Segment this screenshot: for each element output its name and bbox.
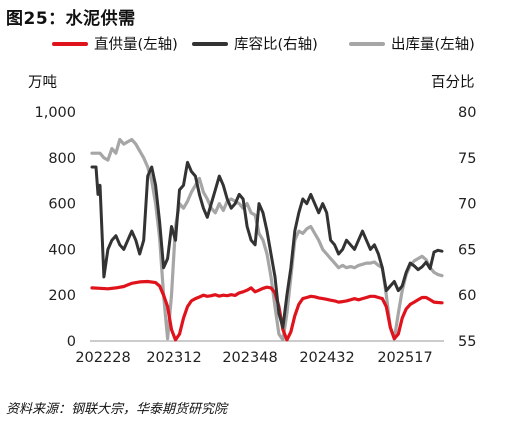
legend-label: 库容比(右轴) xyxy=(234,37,318,53)
legend-item-inventory-ratio: 库容比(右轴) xyxy=(192,33,318,54)
x-tick-label: 202517 xyxy=(377,350,432,366)
legend-label: 出库量(左轴) xyxy=(391,37,475,53)
source-note: 资料来源：钢联大宗，华泰期货研究院 xyxy=(6,402,228,417)
legend-swatch-gray xyxy=(349,41,385,46)
legend-item-direct-supply: 直供量(左轴) xyxy=(52,33,178,54)
left-tick-label: 800 xyxy=(48,151,76,167)
series-line-inventory-ratio xyxy=(90,160,444,329)
left-tick-label: 1,000 xyxy=(34,105,76,121)
right-tick-label: 75 xyxy=(458,151,476,167)
chart-legend: 直供量(左轴) 库容比(右轴) 出库量(左轴) xyxy=(0,33,519,55)
legend-swatch-red xyxy=(52,41,88,46)
x-tick-label: 202432 xyxy=(299,350,354,366)
left-tick-label: 0 xyxy=(67,334,76,350)
right-tick-label: 65 xyxy=(458,242,476,258)
axis-ticks: 0 200 400 600 800 1,000 55 60 65 70 75 80 202228 2023… xyxy=(34,105,476,366)
figure-title: 图25：水泥供需 xyxy=(6,9,136,29)
legend-item-shipments: 出库量(左轴) xyxy=(349,33,475,54)
left-tick-label: 200 xyxy=(48,288,76,304)
right-tick-label: 55 xyxy=(458,334,476,350)
left-tick-label: 400 xyxy=(48,242,76,258)
right-tick-label: 80 xyxy=(458,105,476,121)
left-tick-label: 600 xyxy=(48,197,76,213)
x-tick-label: 202312 xyxy=(146,350,201,366)
x-tick-label: 202348 xyxy=(222,350,277,366)
left-axis-unit: 万吨 xyxy=(28,75,57,91)
legend-swatch-dark xyxy=(192,41,228,46)
x-tick-label: 202228 xyxy=(75,350,130,366)
right-tick-label: 60 xyxy=(458,288,476,304)
right-axis-unit: 百分比 xyxy=(431,75,475,91)
right-tick-label: 70 xyxy=(458,197,476,213)
series-lines xyxy=(90,137,444,342)
legend-label: 直供量(左轴) xyxy=(94,37,178,53)
